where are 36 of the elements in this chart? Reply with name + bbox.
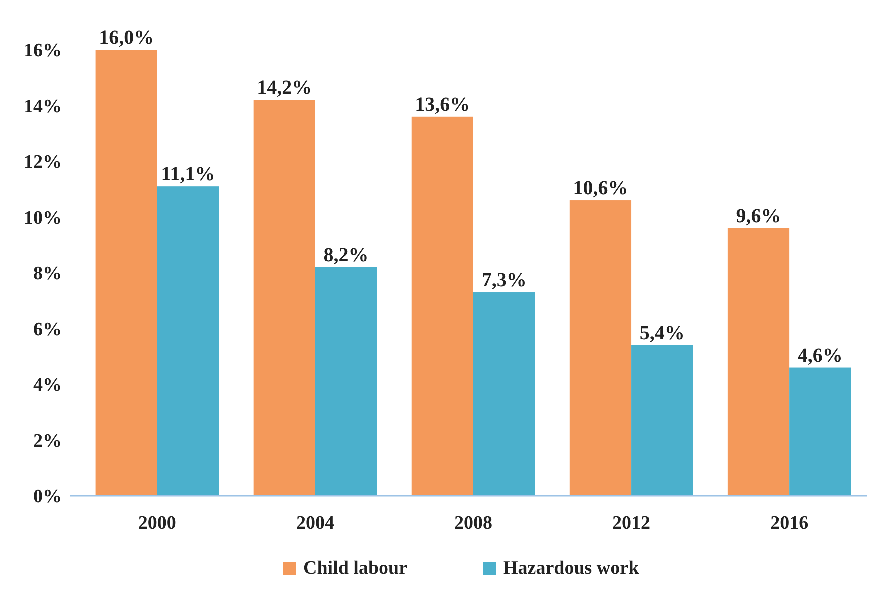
data-label: 10,6% <box>573 178 628 200</box>
bar <box>728 228 790 496</box>
bar <box>315 267 378 496</box>
data-label: 11,1% <box>161 164 216 186</box>
legend-label: Hazardous work <box>504 558 640 579</box>
data-label: 4,6% <box>798 344 843 367</box>
bar <box>412 116 474 496</box>
y-tick-label: 2% <box>34 430 62 452</box>
data-label: 9,6% <box>736 205 782 228</box>
y-tick-label: 16% <box>24 40 62 62</box>
y-tick-label: 14% <box>24 96 62 118</box>
legend-label: Child labour <box>304 558 408 579</box>
y-tick-label: 12% <box>24 152 62 174</box>
x-tick-label: 2008 <box>454 513 492 534</box>
y-tick-label: 10% <box>24 208 62 229</box>
data-label: 13,6% <box>415 94 470 116</box>
y-tick-label: 0% <box>34 486 62 508</box>
y-tick-label: 8% <box>34 264 62 285</box>
x-tick-label: 2004 <box>296 513 335 534</box>
data-label: 7,3% <box>482 270 527 292</box>
data-label: 5,4% <box>640 322 685 344</box>
y-tick-label: 6% <box>34 319 62 340</box>
bar <box>474 292 536 496</box>
x-tick-label: 2000 <box>138 513 176 534</box>
data-label: 8,2% <box>324 244 369 266</box>
bar <box>790 368 852 496</box>
bar <box>570 200 632 496</box>
x-tick-label: 2012 <box>612 513 651 534</box>
bar <box>632 345 694 496</box>
bar <box>96 50 158 496</box>
x-tick-label: 2016 <box>770 513 809 534</box>
y-tick-label: 4% <box>34 375 62 396</box>
bar <box>254 100 316 496</box>
bar <box>157 186 220 496</box>
data-label: 16,0% <box>99 27 154 49</box>
data-label: 14,2% <box>257 77 312 100</box>
